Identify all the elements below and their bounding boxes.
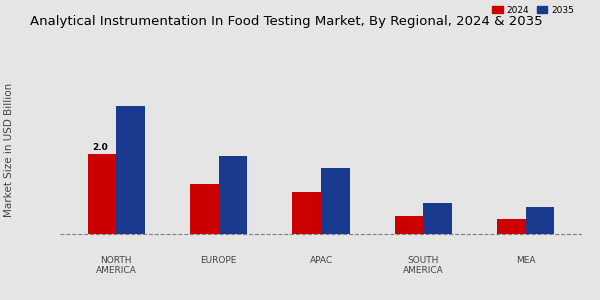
Bar — [321, 168, 350, 234]
Bar — [116, 106, 145, 234]
Legend: 2024, 2035: 2024, 2035 — [488, 2, 577, 18]
Bar — [88, 154, 116, 234]
Bar — [218, 156, 247, 234]
Text: Analytical Instrumentation In Food Testing Market, By Regional, 2024 & 2035: Analytical Instrumentation In Food Testi… — [30, 15, 542, 28]
Bar — [395, 216, 424, 234]
Bar — [526, 207, 554, 234]
Bar — [424, 203, 452, 234]
Bar — [292, 192, 321, 234]
Bar — [497, 219, 526, 234]
Text: Market Size in USD Billion: Market Size in USD Billion — [4, 83, 14, 217]
Text: 2.0: 2.0 — [92, 143, 108, 152]
Bar — [190, 184, 218, 234]
